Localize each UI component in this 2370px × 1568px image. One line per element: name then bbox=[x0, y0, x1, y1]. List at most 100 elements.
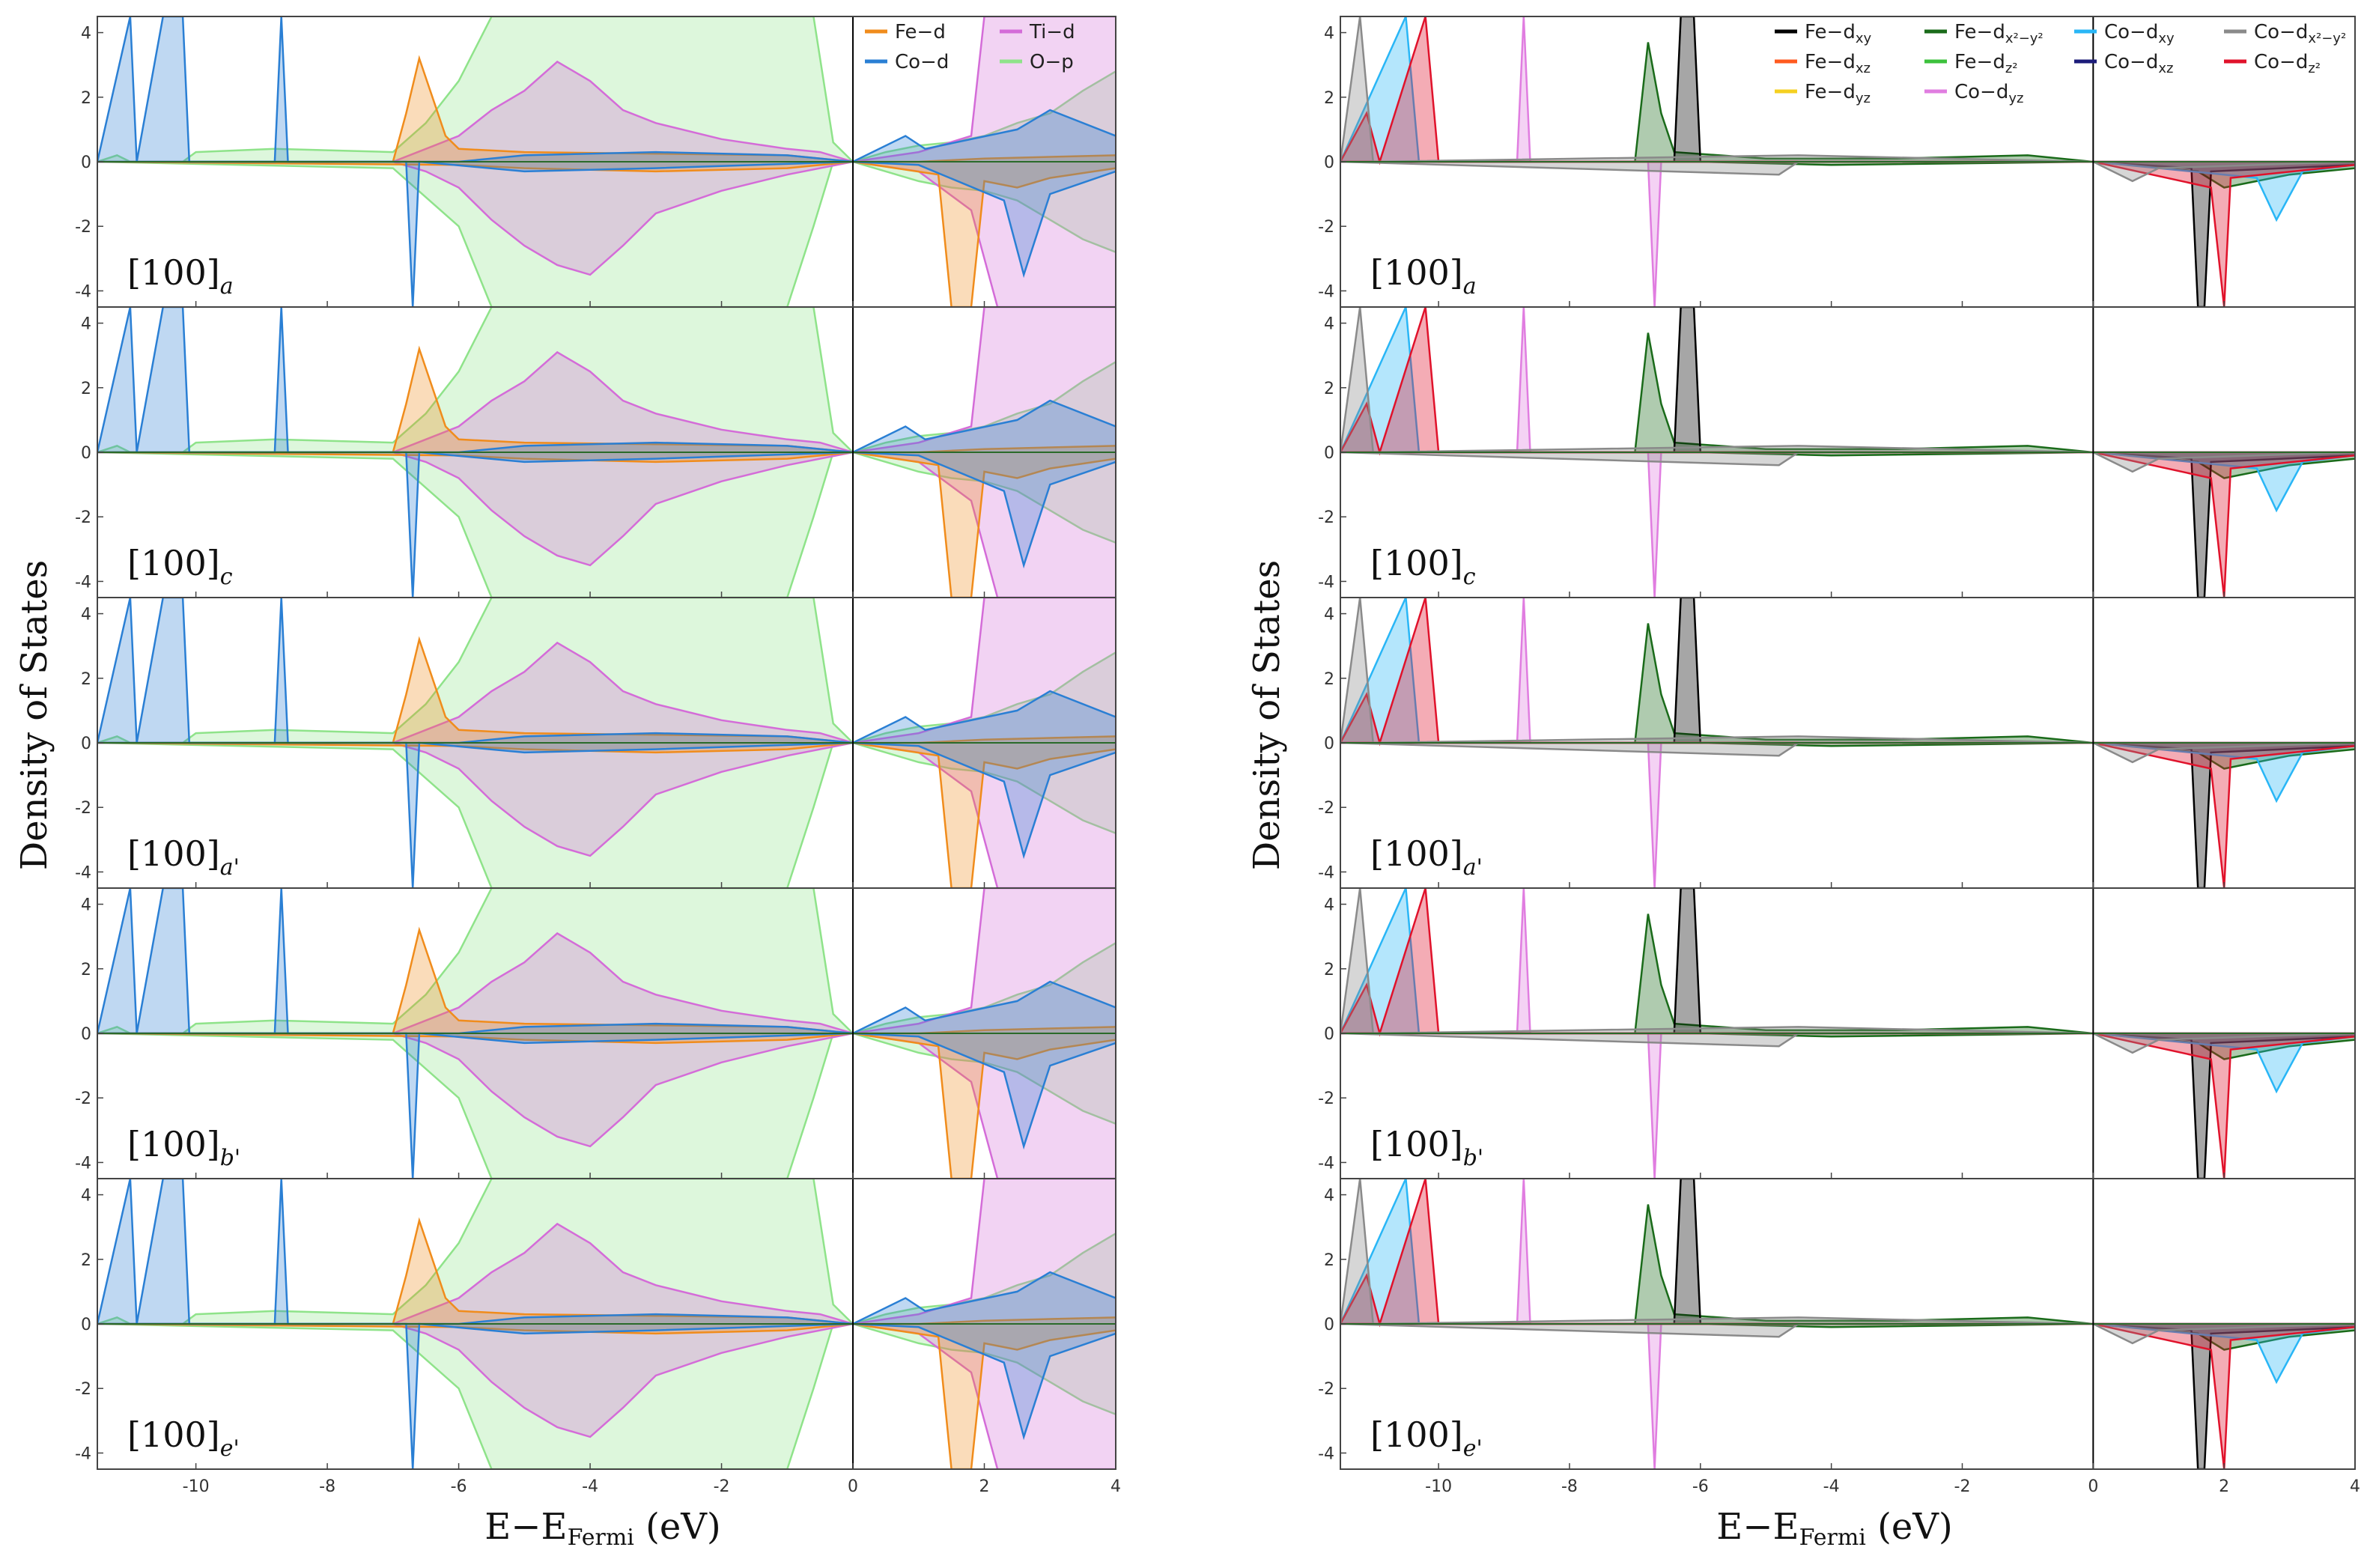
left-series-line bbox=[97, 1179, 1116, 1325]
right-legend-label: Fe−dxz bbox=[1805, 51, 1871, 76]
left-panel-0-series bbox=[97, 16, 1116, 307]
left-x-tick-label: -6 bbox=[451, 1477, 467, 1496]
left-x-tick-label: -8 bbox=[319, 1477, 335, 1496]
right-panel-1: -4 -2 0 2 4 [100]c bbox=[1318, 306, 2356, 598]
right-series-fill bbox=[1340, 162, 2355, 220]
right-series-fill bbox=[1340, 598, 2355, 743]
right-y-tick-label: 2 bbox=[1324, 670, 1334, 689]
left-series-line bbox=[97, 1032, 1116, 1179]
left-series-line bbox=[97, 160, 1116, 307]
right-series-line bbox=[1340, 42, 2355, 163]
left-series-line bbox=[97, 16, 1116, 163]
right-y-tick-label: -2 bbox=[1318, 1380, 1334, 1399]
left-series-fill bbox=[97, 743, 1116, 888]
left-series-fill bbox=[97, 162, 1116, 307]
right-series-fill bbox=[1340, 307, 2355, 452]
left-series-fill bbox=[97, 1179, 1116, 1324]
right-series-fill bbox=[1340, 888, 2355, 1033]
left-series-fill bbox=[97, 1033, 1116, 1179]
left-panel-label: [100]a' bbox=[127, 833, 240, 881]
right-y-tick-label: 2 bbox=[1324, 89, 1334, 108]
right-y-axis-title: Density of States bbox=[1246, 560, 1288, 871]
right-series-fill bbox=[1340, 1179, 2355, 1324]
left-y-tick-label: -4 bbox=[75, 863, 91, 882]
left-y-tick-label: 0 bbox=[81, 735, 91, 753]
right-x-tick-label: -8 bbox=[1561, 1477, 1578, 1496]
right-series-line bbox=[1340, 307, 2355, 456]
right-legend-label: Co−dz² bbox=[2254, 51, 2321, 76]
left-series-fill bbox=[97, 452, 1116, 598]
right-series-fill bbox=[1340, 888, 2355, 1033]
right-series-line bbox=[1340, 888, 2355, 1035]
left-series-line bbox=[97, 451, 1116, 598]
right-x-tick-label: 4 bbox=[2350, 1477, 2360, 1496]
right-series-fill bbox=[1340, 1204, 2355, 1324]
right-x-tick-label: -2 bbox=[1954, 1477, 1971, 1496]
right-y-tick-label: 0 bbox=[1324, 154, 1334, 172]
right-y-tick-label: -4 bbox=[1318, 573, 1334, 592]
left-series-fill bbox=[97, 1179, 1116, 1324]
left-x-tick-label: -4 bbox=[582, 1477, 598, 1496]
right-y-tick-label: -4 bbox=[1318, 1154, 1334, 1173]
left-x-axis-title: E−EFermi (eV) bbox=[484, 1506, 720, 1551]
right-panel-label: [100]c bbox=[1370, 543, 1476, 590]
left-y-tick-label: 4 bbox=[81, 606, 91, 625]
left-series-line bbox=[97, 1032, 1116, 1179]
right-series-fill bbox=[1340, 743, 2355, 762]
right-series-fill bbox=[1340, 1179, 2355, 1324]
left-y-tick-label: 0 bbox=[81, 1316, 91, 1334]
left-y-tick-label: 4 bbox=[81, 25, 91, 43]
right-series-fill bbox=[1340, 598, 2355, 743]
left-x-tick-label: -2 bbox=[714, 1477, 730, 1496]
left-series-fill bbox=[97, 743, 1116, 888]
left-panel-label: [100]e' bbox=[127, 1414, 240, 1462]
right-series-fill bbox=[1340, 307, 2355, 452]
left-panel-2: -4 -2 0 2 4 [100]a' bbox=[75, 597, 1116, 889]
left-x-tick-label: 2 bbox=[979, 1477, 990, 1496]
right-series-fill bbox=[1340, 1179, 2355, 1324]
right-series-fill bbox=[1340, 914, 2355, 1033]
right-y-tick-label: -4 bbox=[1318, 1444, 1334, 1463]
right-series-line bbox=[1340, 307, 2355, 454]
right-x-tick-label: 0 bbox=[2088, 1477, 2098, 1496]
right-series-fill bbox=[1340, 1324, 2355, 1343]
right-series-line bbox=[1340, 623, 2355, 744]
right-panel-label: [100]a bbox=[1370, 252, 1477, 300]
left-x-tick-label: -10 bbox=[183, 1477, 210, 1496]
left-series-fill bbox=[97, 888, 1116, 1033]
right-series-line bbox=[1340, 1179, 2355, 1325]
right-series-line bbox=[1340, 598, 2355, 744]
right-y-tick-label: 4 bbox=[1324, 25, 1334, 43]
left-panel-label: [100]a bbox=[127, 252, 234, 300]
right-series-fill bbox=[1340, 1033, 2355, 1092]
left-y-tick-label: -2 bbox=[75, 1380, 91, 1399]
left-y-tick-label: 2 bbox=[81, 89, 91, 108]
left-y-tick-label: 0 bbox=[81, 154, 91, 172]
left-series-line bbox=[97, 1322, 1116, 1469]
left-x-tick-label: 4 bbox=[1110, 1477, 1121, 1496]
left-series-line bbox=[97, 1179, 1116, 1325]
right-chart-orbital-projected-dos: -4 -2 0 2 4 [100]a -4 -2 0 2 4 [100]c -4 -2 0 2 4 [100]a'… bbox=[1318, 16, 2360, 1496]
right-y-tick-label: -2 bbox=[1318, 508, 1334, 527]
right-series-line bbox=[1340, 1179, 2355, 1328]
left-y-tick-label: 2 bbox=[81, 670, 91, 689]
left-series-line bbox=[97, 888, 1116, 1035]
right-series-line bbox=[1340, 598, 2355, 744]
left-y-tick-label: -2 bbox=[75, 1090, 91, 1108]
right-series-fill bbox=[1340, 888, 2355, 1033]
left-series-line bbox=[97, 598, 1116, 744]
right-series-line bbox=[1340, 332, 2355, 454]
right-series-line bbox=[1340, 598, 2355, 744]
right-panel-label: [100]a' bbox=[1370, 833, 1483, 881]
right-y-tick-label: 0 bbox=[1324, 1025, 1334, 1044]
left-y-axis-title: Density of States bbox=[13, 560, 55, 871]
right-series-line bbox=[1340, 888, 2355, 1035]
right-series-fill bbox=[1340, 598, 2355, 743]
left-series-line bbox=[97, 1322, 1116, 1469]
left-series-fill bbox=[97, 1033, 1116, 1179]
left-panel-label: [100]b' bbox=[127, 1124, 240, 1171]
right-legend-label: Co−dyz bbox=[1954, 81, 2023, 106]
left-panel-4-series bbox=[97, 1179, 1116, 1469]
right-y-tick-label: -4 bbox=[1318, 282, 1334, 301]
right-series-fill bbox=[1340, 1179, 2355, 1324]
